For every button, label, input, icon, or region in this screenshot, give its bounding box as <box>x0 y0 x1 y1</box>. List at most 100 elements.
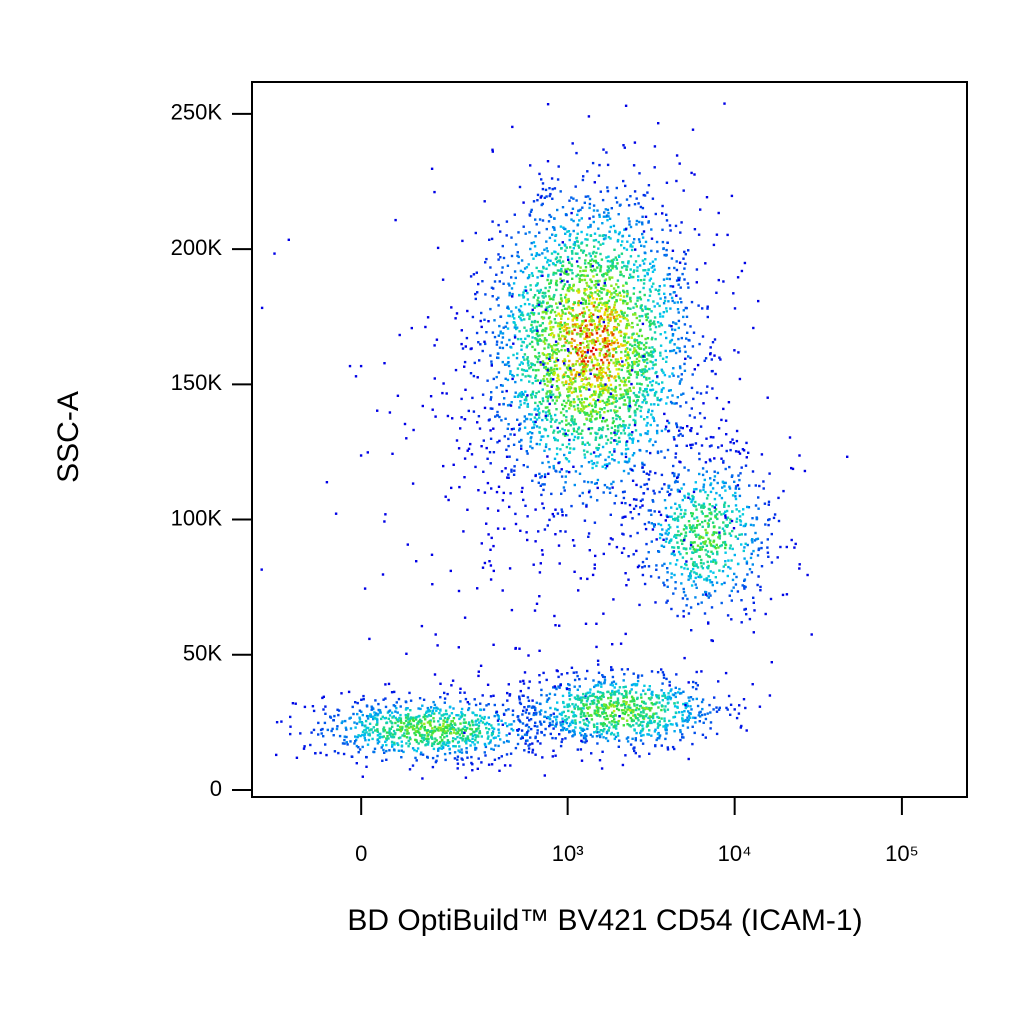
event-dot <box>471 721 474 724</box>
event-dot <box>589 432 592 435</box>
event-dot <box>532 420 535 424</box>
event-dot <box>618 384 621 387</box>
event-dot <box>636 341 640 344</box>
event-dot <box>573 328 576 332</box>
event-dot <box>529 736 532 739</box>
event-dot <box>609 409 613 412</box>
event-dot <box>546 103 550 106</box>
event-dot <box>574 377 577 380</box>
event-dot <box>491 732 494 735</box>
event-dot <box>567 350 571 354</box>
event-dot <box>694 548 697 551</box>
event-dot <box>636 371 639 374</box>
event-dot <box>441 278 445 281</box>
event-dot <box>371 737 374 741</box>
event-dot <box>677 515 680 518</box>
event-dot <box>470 761 473 765</box>
event-dot <box>670 506 673 509</box>
event-dot <box>579 329 582 332</box>
event-dot <box>382 748 385 752</box>
event-dot <box>526 402 529 406</box>
event-dot <box>684 350 687 354</box>
event-dot <box>640 341 643 345</box>
event-dot <box>517 261 520 265</box>
event-dot <box>567 375 570 378</box>
event-dot <box>665 181 669 184</box>
event-dot <box>385 749 388 753</box>
event-dot <box>556 512 560 515</box>
event-dot <box>711 583 714 587</box>
event-dot <box>536 339 539 342</box>
event-dot <box>716 553 719 556</box>
event-dot <box>624 281 628 284</box>
event-dot <box>599 735 602 739</box>
event-dot <box>576 748 579 751</box>
event-dot <box>600 348 603 351</box>
event-dot <box>682 702 685 706</box>
event-dot <box>707 555 710 558</box>
event-dot <box>589 254 592 258</box>
event-dot <box>712 558 715 562</box>
event-dot <box>517 231 520 234</box>
event-dot <box>580 378 583 382</box>
event-dot <box>691 128 695 131</box>
event-dot <box>608 354 611 358</box>
event-dot <box>611 296 614 300</box>
event-dot <box>641 560 645 564</box>
event-dot <box>581 368 585 371</box>
event-dot <box>537 368 540 372</box>
event-dot <box>644 337 647 341</box>
event-dot <box>444 730 447 733</box>
event-dot <box>571 325 575 328</box>
event-dot <box>602 675 605 678</box>
event-dot <box>582 383 585 386</box>
event-dot <box>654 471 657 475</box>
event-dot <box>598 234 601 237</box>
event-dot <box>599 268 602 271</box>
event-dot <box>332 719 335 722</box>
event-dot <box>574 422 578 426</box>
event-dot <box>365 731 368 734</box>
event-dot <box>509 345 512 349</box>
event-dot <box>731 529 734 533</box>
event-dot <box>637 719 640 722</box>
event-dot <box>581 441 584 444</box>
event-dot <box>611 643 614 646</box>
event-dot <box>671 328 674 331</box>
event-dot <box>443 697 447 700</box>
event-dot <box>728 465 731 469</box>
event-dot <box>573 241 577 244</box>
event-dot <box>675 279 679 282</box>
event-dot <box>585 288 588 291</box>
event-dot <box>528 342 532 346</box>
event-dot <box>596 362 599 365</box>
event-dot <box>560 317 563 320</box>
event-dot <box>640 308 644 311</box>
event-dot <box>592 313 595 316</box>
event-dot <box>697 304 700 307</box>
event-dot <box>760 546 763 550</box>
event-dot <box>573 678 577 682</box>
event-dot <box>681 498 684 502</box>
event-dot <box>686 716 689 719</box>
event-dot <box>440 714 443 717</box>
event-dot <box>289 725 292 728</box>
event-dot <box>612 598 615 601</box>
event-dot <box>598 294 601 297</box>
event-dot <box>549 420 552 423</box>
event-dot <box>678 382 681 385</box>
event-dot <box>566 703 569 706</box>
event-dot <box>376 742 380 745</box>
event-dot <box>553 457 557 460</box>
event-dot <box>499 315 502 318</box>
event-dot <box>616 699 620 702</box>
event-dot <box>723 485 726 488</box>
event-dot <box>583 443 587 446</box>
event-dot <box>712 525 716 528</box>
event-dot <box>522 296 525 299</box>
event-dot <box>361 713 364 717</box>
event-dot <box>652 489 655 493</box>
event-dot <box>479 343 482 346</box>
event-dot <box>643 355 646 358</box>
event-dot <box>671 333 675 336</box>
